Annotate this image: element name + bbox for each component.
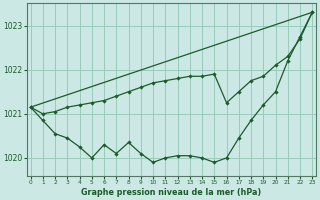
X-axis label: Graphe pression niveau de la mer (hPa): Graphe pression niveau de la mer (hPa) (81, 188, 261, 197)
